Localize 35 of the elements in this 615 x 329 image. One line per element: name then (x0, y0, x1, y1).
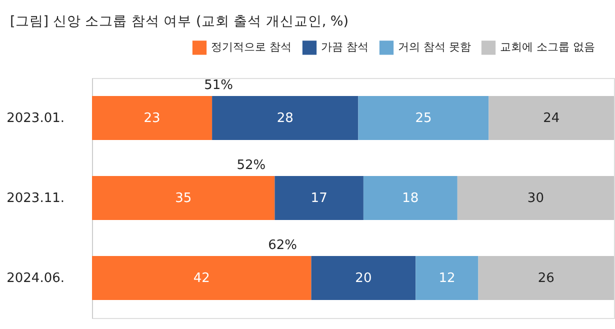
bar (92, 256, 312, 300)
data-label: 28 (276, 111, 294, 126)
bar (92, 96, 212, 140)
legend-label: 교회에 소그룹 없음 (500, 40, 595, 54)
bar (274, 176, 364, 220)
data-label: 26 (538, 271, 554, 286)
data-label: 25 (415, 111, 432, 126)
data-label: 18 (402, 191, 419, 206)
legend-label: 거의 참석 못함 (398, 40, 471, 54)
legend-label: 정기적으로 참석 (211, 40, 292, 54)
annotation: 52% (236, 158, 266, 173)
bar (457, 176, 614, 220)
data-label: 30 (527, 191, 544, 206)
data-label: 23 (144, 111, 160, 126)
annotation: 51% (204, 78, 234, 93)
bar (358, 96, 489, 140)
data-label: 42 (193, 271, 210, 286)
data-label: 24 (543, 111, 560, 126)
data-label: 12 (438, 271, 456, 286)
bar (92, 176, 275, 220)
chart-title: [그림] 신앙 소그룹 참석 여부 (교회 출석 개신교인, %) (10, 14, 349, 30)
bar (311, 256, 416, 300)
data-label: 35 (175, 191, 192, 206)
bar (212, 96, 358, 140)
legend-label: 가끔 참석 (321, 40, 368, 54)
bar (478, 256, 614, 300)
bar (488, 96, 614, 140)
annotation: 62% (268, 238, 297, 253)
y-tick-label: 2023.01. (6, 111, 64, 126)
data-label: 20 (355, 271, 372, 286)
data-label: 17 (310, 191, 328, 206)
y-tick-label: 2024.06. (6, 271, 64, 286)
y-tick-label: 2023.11. (6, 191, 64, 206)
bar (363, 176, 458, 220)
bar (416, 256, 478, 300)
